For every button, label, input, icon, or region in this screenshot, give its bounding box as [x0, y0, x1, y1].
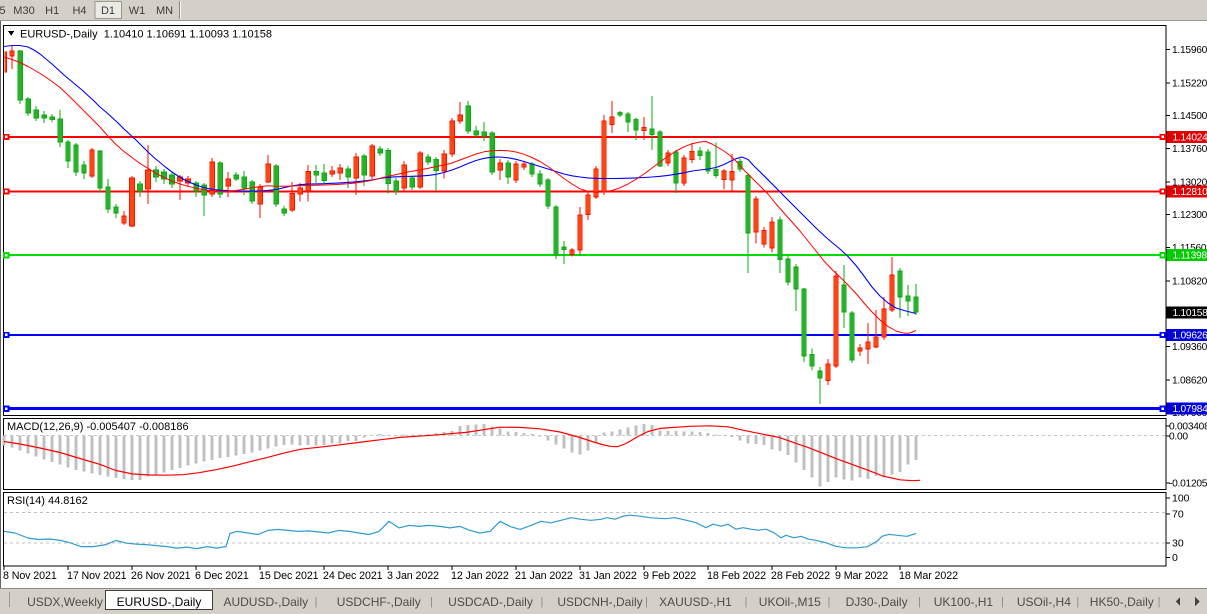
svg-text:|: | [1076, 596, 1079, 608]
svg-text:1.07984: 1.07984 [1173, 404, 1207, 415]
svg-text:M30: M30 [13, 5, 34, 17]
svg-text:1.15220: 1.15220 [1172, 78, 1207, 89]
svg-text:0: 0 [1172, 552, 1178, 564]
svg-text:1.09626: 1.09626 [1173, 330, 1207, 341]
svg-text:UKOil-,M15: UKOil-,M15 [759, 595, 821, 609]
svg-text:1.13020: 1.13020 [1172, 177, 1207, 188]
svg-text:70: 70 [1172, 509, 1184, 521]
svg-text:|: | [540, 596, 543, 608]
svg-text:18 Feb 2022: 18 Feb 2022 [707, 570, 766, 582]
svg-text:1.08620: 1.08620 [1172, 375, 1207, 386]
svg-text:28 Feb 2022: 28 Feb 2022 [771, 570, 830, 582]
svg-text:UK100-,H1: UK100-,H1 [934, 595, 994, 609]
svg-text:1.10820: 1.10820 [1172, 276, 1207, 287]
svg-text:MN: MN [156, 5, 173, 17]
svg-text:1.10158: 1.10158 [1173, 308, 1207, 319]
svg-text:17 Nov 2021: 17 Nov 2021 [67, 570, 127, 582]
svg-text:26 Nov 2021: 26 Nov 2021 [131, 570, 191, 582]
svg-text:|: | [430, 596, 433, 608]
svg-text:1.15960: 1.15960 [1172, 45, 1207, 56]
svg-text:0.003408: 0.003408 [1169, 422, 1207, 433]
svg-text:5: 5 [0, 5, 6, 17]
svg-text:D1: D1 [101, 5, 115, 17]
svg-text:XAUUSD-,H1: XAUUSD-,H1 [659, 595, 732, 609]
svg-text:1.14024: 1.14024 [1173, 132, 1207, 143]
svg-text:3 Jan 2022: 3 Jan 2022 [387, 570, 439, 582]
svg-text:18 Mar 2022: 18 Mar 2022 [899, 570, 958, 582]
svg-text:|: | [918, 596, 921, 608]
svg-text:EURUSD-,Daily: EURUSD-,Daily [117, 595, 202, 609]
svg-text:30: 30 [1172, 538, 1184, 550]
svg-text:6 Dec 2021: 6 Dec 2021 [195, 570, 249, 582]
svg-text:W1: W1 [129, 5, 146, 17]
svg-text:HK50-,Daily: HK50-,Daily [1090, 595, 1154, 609]
svg-text:15 Dec 2021: 15 Dec 2021 [259, 570, 319, 582]
svg-text:24 Dec 2021: 24 Dec 2021 [323, 570, 383, 582]
svg-text:8 Nov 2021: 8 Nov 2021 [3, 570, 57, 582]
svg-text:|: | [827, 596, 830, 608]
svg-text:USDX,Weekly: USDX,Weekly [27, 595, 103, 609]
svg-text:USOil-,H4: USOil-,H4 [1017, 595, 1071, 609]
svg-text:1.14500: 1.14500 [1172, 111, 1207, 122]
svg-text:EURUSD-,Daily 1.10410 1.10691: EURUSD-,Daily 1.10410 1.10691 1.10093 1.… [20, 29, 272, 41]
svg-text:1.13760: 1.13760 [1172, 144, 1207, 155]
svg-text:9 Feb 2022: 9 Feb 2022 [643, 570, 696, 582]
svg-text:|: | [1158, 596, 1161, 608]
svg-text:|: | [1001, 596, 1004, 608]
svg-text:9 Mar 2022: 9 Mar 2022 [835, 570, 888, 582]
svg-text:USDCNH-,Daily: USDCNH-,Daily [557, 595, 642, 609]
svg-text:USDCAD-,Daily: USDCAD-,Daily [448, 595, 533, 609]
svg-text:RSI(14) 44.8162: RSI(14) 44.8162 [7, 495, 88, 507]
svg-text:H4: H4 [72, 5, 86, 17]
svg-text:USDCHF-,Daily: USDCHF-,Daily [337, 595, 421, 609]
svg-text:1.11398: 1.11398 [1173, 251, 1207, 262]
svg-text:1.11560: 1.11560 [1172, 243, 1207, 254]
svg-text:31 Jan 2022: 31 Jan 2022 [579, 570, 637, 582]
svg-text:|: | [645, 596, 648, 608]
svg-text:1.12810: 1.12810 [1173, 187, 1207, 198]
svg-text:12 Jan 2022: 12 Jan 2022 [451, 570, 509, 582]
svg-text:|: | [744, 596, 747, 608]
svg-text:1.12300: 1.12300 [1172, 210, 1207, 221]
svg-text:1.09360: 1.09360 [1172, 342, 1207, 353]
svg-text:MACD(12,26,9) -0.005407 -0.008: MACD(12,26,9) -0.005407 -0.008186 [7, 421, 189, 433]
svg-text:21 Jan 2022: 21 Jan 2022 [515, 570, 573, 582]
svg-text:AUDUSD-,Daily: AUDUSD-,Daily [223, 595, 308, 609]
svg-text:H1: H1 [45, 5, 59, 17]
svg-text:100: 100 [1172, 493, 1190, 505]
svg-text:DJ30-,Daily: DJ30-,Daily [846, 595, 908, 609]
svg-text:0.00: 0.00 [1169, 432, 1188, 443]
svg-text:-0.012058: -0.012058 [1169, 479, 1207, 490]
svg-text:|: | [314, 596, 317, 608]
